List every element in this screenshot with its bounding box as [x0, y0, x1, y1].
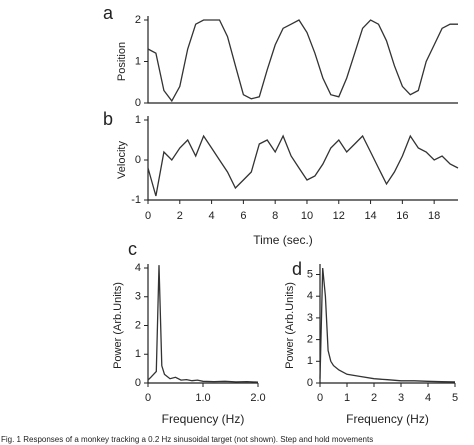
x-axis-label: Time (sec.): [253, 233, 313, 247]
y-tick-label: 1: [307, 355, 313, 367]
x-tick-label: 14: [364, 210, 376, 222]
axes: [147, 264, 258, 384]
y-tick-label: 0: [135, 154, 141, 166]
y-tick-label: 1: [135, 348, 141, 360]
x-tick-label: 0: [145, 210, 151, 222]
y-tick-label: 3: [307, 312, 313, 324]
y-tick-label: -1: [131, 194, 141, 206]
x-tick-label: 12: [333, 210, 345, 222]
x-tick-label: 10: [301, 210, 313, 222]
x-tick-label: 16: [396, 210, 408, 222]
x-tick-label: 0: [145, 392, 151, 404]
panel-label: c: [128, 239, 137, 259]
x-tick-label: 0: [317, 392, 323, 404]
data-line: [319, 267, 456, 383]
axes: [319, 264, 455, 384]
data-line: [147, 265, 259, 383]
y-axis-label: Velocity: [116, 141, 128, 179]
x-tick-label: 8: [272, 210, 278, 222]
x-axis-label: Frequency (Hz): [162, 412, 245, 426]
y-tick-label: 2: [307, 334, 313, 346]
x-tick-label: 1: [344, 392, 350, 404]
x-tick-label: 4: [209, 210, 215, 222]
x-tick-label: 6: [240, 210, 246, 222]
x-tick-label: 2: [371, 392, 377, 404]
x-tick-label: 2: [177, 210, 183, 222]
panel-label: d: [292, 259, 302, 279]
x-tick-label: 1.0: [195, 392, 210, 404]
x-tick-label: 3: [398, 392, 404, 404]
data-line: [147, 134, 459, 197]
x-tick-label: 5: [452, 392, 458, 404]
data-line: [147, 19, 458, 103]
y-tick-label: 4: [307, 290, 313, 302]
panel-label: b: [103, 109, 113, 129]
x-tick-label: 18: [428, 210, 440, 222]
x-tick-label: 4: [425, 392, 431, 404]
y-tick-label: 3: [135, 291, 141, 303]
y-tick-label: 5: [307, 268, 313, 280]
x-axis-label: Frequency (Hz): [346, 412, 429, 426]
y-tick-label: 4: [135, 262, 141, 274]
y-tick-label: 1: [135, 55, 141, 67]
y-tick-label: 1: [135, 114, 141, 126]
y-axis-label: Power (Arb.Units): [284, 282, 296, 369]
y-tick-label: 0: [135, 97, 141, 109]
y-axis-label: Power (Arb.Units): [112, 282, 124, 369]
x-tick-label: 2.0: [250, 392, 265, 404]
axes: [147, 116, 458, 201]
y-tick-label: 2: [135, 319, 141, 331]
panel-label: a: [103, 3, 114, 23]
y-axis-label: Position: [116, 42, 128, 81]
caption: Fig. 1 Responses of a monkey tracking a …: [1, 435, 373, 444]
y-tick-label: 0: [135, 377, 141, 389]
y-tick-label: 2: [135, 14, 141, 26]
y-tick-label: 0: [307, 377, 313, 389]
